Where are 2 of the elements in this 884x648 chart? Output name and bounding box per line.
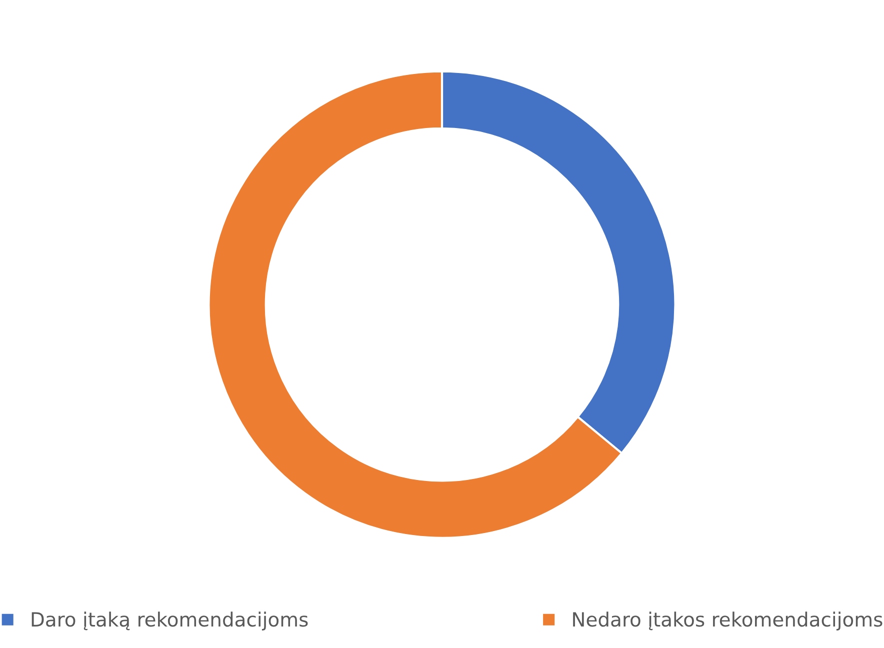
- legend-label: Daro įtaką rekomendacijoms: [32, 612, 308, 630]
- legend-label: Nedaro įtakos rekomendacijoms: [573, 612, 882, 630]
